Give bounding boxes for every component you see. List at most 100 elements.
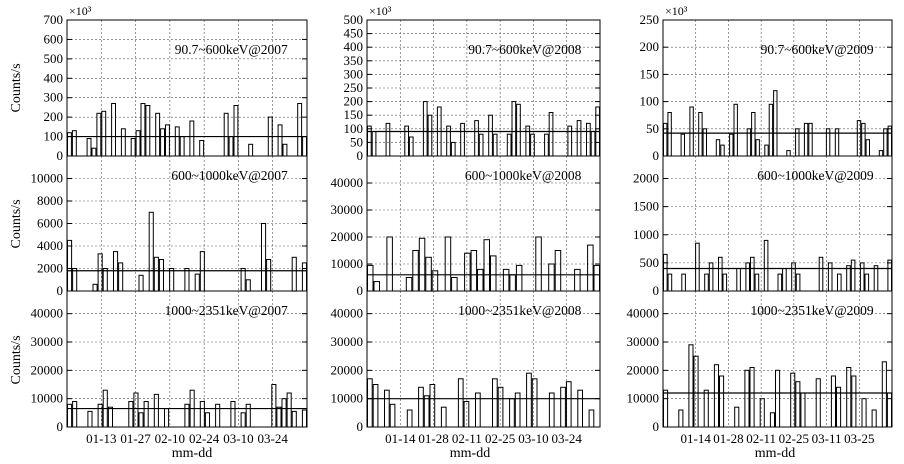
histogram-bar: [67, 239, 73, 292]
histogram-bar: [764, 144, 769, 157]
histogram-bar: [96, 112, 102, 157]
y-tick-label: 6000: [37, 216, 63, 231]
histogram-bar: [464, 252, 471, 292]
histogram-bar: [291, 410, 297, 428]
histogram-bar: [367, 378, 373, 428]
histogram-bar: [463, 401, 470, 428]
x-tick-label: 02-10: [155, 431, 185, 446]
x-axis-label: mm-dd: [755, 446, 795, 461]
y-tick-label: 10000: [627, 391, 660, 406]
chart-panel: 0 10000 20000 30000 40000 1000~2351keV@2009 01…: [627, 290, 893, 446]
y-tick-label: 450: [344, 26, 364, 41]
y-tick-label: 0: [653, 419, 660, 434]
chart-panel: 0 10000 20000 30000 40000 600~1000keV@2008: [331, 155, 601, 298]
histogram-bar: [827, 262, 833, 292]
histogram-bar: [887, 125, 892, 157]
histogram-bar: [189, 120, 195, 157]
histogram-bar: [803, 122, 809, 157]
histogram-bar: [873, 265, 879, 292]
histogram-bar: [372, 384, 379, 428]
histogram-bar: [184, 403, 190, 428]
y-tick-label: 2000: [37, 261, 63, 276]
histogram-bar: [297, 103, 303, 157]
x-tick-label: 02-11: [746, 431, 776, 446]
histogram-bar: [713, 364, 720, 428]
histogram-bar: [886, 392, 893, 428]
histogram-bar: [72, 401, 78, 428]
histogram-bar: [790, 372, 796, 428]
histogram-bar: [230, 401, 236, 428]
histogram-bar: [384, 389, 390, 428]
histogram-bar: [864, 273, 870, 292]
axis-multiplier: ×10³: [665, 4, 688, 18]
histogram-bar: [184, 268, 190, 292]
y-tick-label: 150: [640, 66, 660, 81]
y-tick-label: 350: [344, 53, 364, 68]
histogram-bar: [179, 136, 185, 157]
histogram-bar: [120, 128, 126, 157]
histogram-bar: [483, 239, 490, 292]
histogram-bar: [427, 114, 433, 157]
histogram-bar: [277, 124, 283, 157]
histogram-bar: [133, 392, 139, 428]
histogram-bar: [768, 103, 774, 157]
y-tick-label: 100: [640, 94, 660, 109]
histogram-bar: [470, 250, 478, 292]
histogram-bar: [722, 273, 728, 292]
y-tick-label: 700: [44, 12, 64, 27]
plot-frame: [366, 290, 601, 428]
plot-frame: [66, 290, 308, 428]
histogram-bar: [406, 409, 413, 428]
histogram-bar: [509, 274, 516, 292]
histogram-bar: [544, 133, 549, 157]
histogram-bar: [276, 406, 282, 428]
plot-frame: [66, 19, 308, 157]
histogram-bar: [773, 90, 778, 157]
y-tick-label: 0: [57, 283, 64, 298]
histogram-bar: [429, 384, 436, 428]
histogram-bar: [859, 262, 865, 292]
y-tick-label: 250: [640, 12, 660, 27]
histogram-bar: [530, 133, 535, 157]
histogram-bar: [887, 259, 893, 292]
histogram-bar: [67, 403, 73, 428]
y-axis-label: Counts/s: [9, 199, 24, 248]
histogram-bar: [492, 133, 498, 157]
histogram-bar: [881, 361, 887, 428]
histogram-bar: [478, 133, 484, 157]
histogram-bar: [373, 281, 380, 292]
histogram-bar: [450, 141, 456, 157]
histogram-bar: [698, 112, 703, 157]
histogram-bar: [440, 406, 447, 428]
y-axis-label: Counts/s: [9, 335, 24, 384]
x-tick-label: 01-28: [418, 431, 448, 446]
histogram-bar: [795, 273, 801, 292]
histogram-bar: [169, 268, 175, 292]
x-tick-label: 01-14: [681, 431, 712, 446]
histogram-bar: [118, 262, 124, 292]
histogram-bar: [385, 122, 391, 157]
x-axis-label: mm-dd: [450, 446, 490, 461]
y-tick-label: 1000: [633, 227, 659, 242]
y-tick-label: 40000: [331, 175, 364, 190]
histogram-bar: [302, 136, 308, 157]
axis-multiplier: ×10³: [69, 4, 92, 18]
y-tick-label: 0: [653, 283, 660, 298]
x-tick-label: 03-11: [812, 431, 842, 446]
histogram-bar: [791, 262, 796, 292]
y-tick-label: 4000: [37, 238, 63, 253]
x-tick-label: 03-24: [258, 431, 289, 446]
chart-panel: 0 500 1000 1500 2000 600~1000keV@2009: [633, 155, 893, 298]
histogram-bar: [715, 139, 721, 157]
histogram-bar: [719, 375, 725, 428]
histogram-bar: [233, 105, 239, 157]
histogram-bar: [248, 143, 254, 157]
histogram-bar: [130, 138, 136, 157]
x-tick-label: 02-24: [189, 431, 220, 446]
histogram-bar: [91, 147, 97, 157]
histogram-bar: [800, 392, 806, 428]
histogram-bar: [815, 378, 821, 428]
histogram-bar: [474, 120, 479, 157]
